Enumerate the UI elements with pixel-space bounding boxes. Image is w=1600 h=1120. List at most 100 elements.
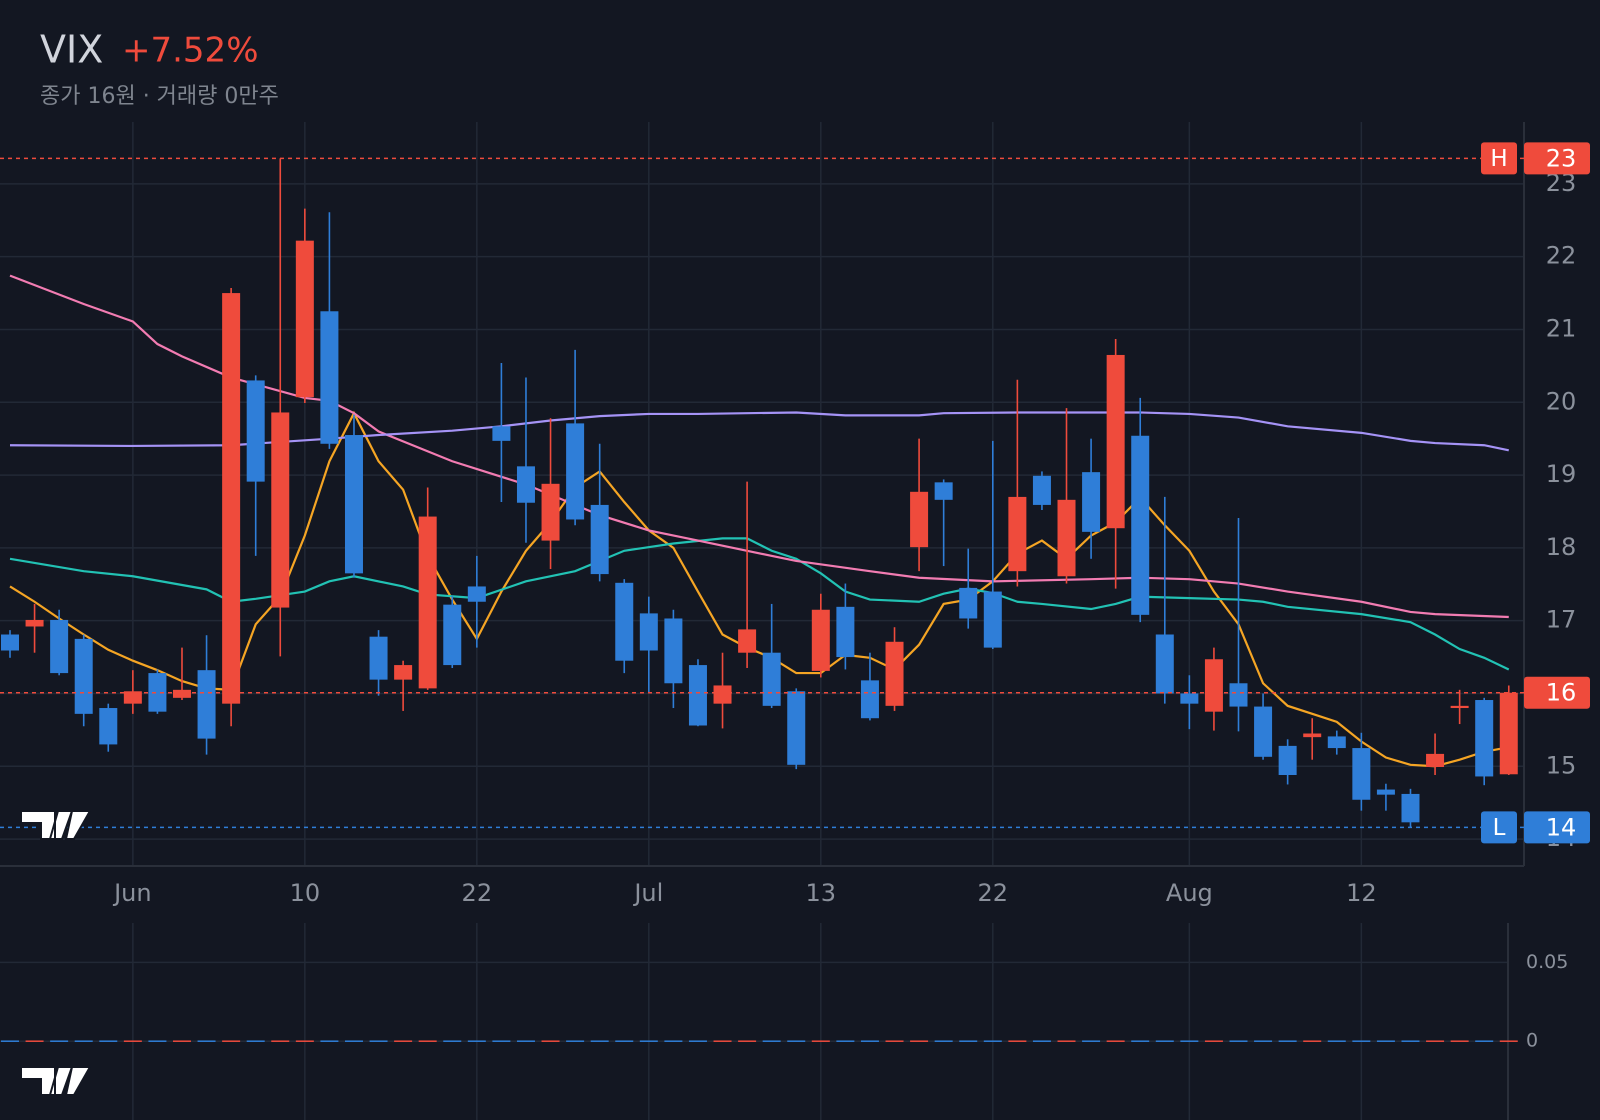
volume-bar	[983, 1040, 1002, 1042]
y-tick-label: 20	[1546, 387, 1577, 415]
candle-body	[688, 665, 707, 726]
candle-body	[99, 708, 118, 745]
candle-body	[271, 412, 290, 608]
candle-body	[222, 293, 241, 704]
candle-body	[394, 665, 413, 680]
x-tick-label: Jul	[632, 879, 663, 907]
volume-bar	[934, 1040, 953, 1042]
volume-bar	[1180, 1040, 1199, 1042]
candle-body	[1327, 736, 1346, 749]
candle-body	[25, 619, 44, 627]
candle-body	[172, 689, 191, 698]
logo-mark	[20, 810, 92, 840]
high_marker-label-box	[1524, 142, 1590, 175]
candle-body	[811, 609, 830, 671]
volume-bar	[1352, 1040, 1371, 1042]
volume-bar	[1032, 1040, 1051, 1042]
candle-body	[369, 636, 388, 680]
volume-bar	[959, 1040, 978, 1042]
volume-bar	[1204, 1040, 1223, 1042]
volume-bar	[222, 1040, 241, 1042]
volume-bar	[369, 1040, 388, 1042]
volume-bar	[541, 1040, 560, 1042]
volume-bar	[811, 1040, 830, 1042]
candle-body	[738, 629, 757, 653]
candle-body	[1278, 745, 1297, 776]
candle-body	[885, 641, 904, 706]
volume-bar	[246, 1040, 265, 1042]
candle-body	[1303, 733, 1322, 738]
candle-body	[713, 685, 732, 704]
y-tick-label: 18	[1546, 533, 1577, 561]
moving-average-line	[9, 537, 1510, 671]
candle-body	[320, 311, 339, 444]
candle-body	[639, 613, 658, 651]
volume-bar	[1106, 1040, 1125, 1042]
last_price-label: 16	[1546, 679, 1577, 707]
high_marker-label: 23	[1546, 144, 1577, 172]
candle-body	[1, 634, 19, 651]
candle-body	[590, 504, 609, 575]
candle-body	[762, 652, 781, 706]
volume-bar	[1401, 1040, 1420, 1042]
x-tick-label: Jun	[112, 879, 152, 907]
volume-bar	[197, 1040, 216, 1042]
candle-body	[664, 618, 683, 684]
candle-body	[1032, 475, 1051, 505]
x-tick-label: 10	[290, 879, 321, 907]
volume-bar	[443, 1040, 462, 1042]
volume-bar	[713, 1040, 732, 1042]
candle-body	[1204, 659, 1223, 712]
volume-bar	[418, 1040, 437, 1042]
high_marker-letter-box	[1481, 142, 1517, 175]
candle-body	[418, 516, 437, 689]
candle-body	[1352, 748, 1371, 800]
volume-bar	[50, 1040, 69, 1042]
candle-body	[1106, 354, 1125, 529]
y-tick-label: 15	[1546, 751, 1577, 779]
volume-bar	[836, 1040, 855, 1042]
candle-body	[123, 691, 142, 704]
candle-body	[443, 604, 462, 666]
low_marker-letter: L	[1493, 815, 1506, 841]
volume-bar	[467, 1040, 486, 1042]
volume-bar	[1082, 1040, 1101, 1042]
volume-bar	[1254, 1040, 1273, 1042]
candle-body	[860, 680, 879, 719]
volume-bar	[148, 1040, 167, 1042]
symbol-title: VIX	[40, 28, 103, 72]
candle-body	[246, 380, 265, 482]
candle-body	[492, 426, 511, 441]
low_marker-letter-box	[1481, 811, 1517, 844]
change-percent: +7.52%	[122, 31, 259, 71]
volume-bar	[1, 1040, 19, 1042]
volume-bar	[1499, 1040, 1518, 1042]
y-tick-label: 22	[1546, 242, 1577, 270]
candle-body	[566, 423, 585, 520]
candle-body	[1475, 700, 1494, 777]
volume-bar	[1155, 1040, 1174, 1042]
candle-body	[1180, 693, 1199, 704]
candle-body	[1401, 793, 1420, 823]
candle-body	[1131, 435, 1150, 615]
volume-bar	[516, 1040, 535, 1042]
y-tick-label: 17	[1546, 606, 1577, 634]
candle-body	[541, 483, 560, 541]
volume-bar	[1327, 1040, 1346, 1042]
volume-bar	[492, 1040, 511, 1042]
candle-body	[983, 591, 1002, 648]
volume-bar	[295, 1040, 314, 1042]
volume-bar	[344, 1040, 363, 1042]
volume-bar	[1229, 1040, 1248, 1042]
volume-bar	[688, 1040, 707, 1042]
volume-pane: 00.05	[0, 923, 1568, 1120]
volume-bar	[860, 1040, 879, 1042]
volume-bar	[320, 1040, 339, 1042]
x-tick-label: 12	[1346, 879, 1377, 907]
candle-body	[787, 691, 806, 765]
subtitle: 종가 16원 · 거래량 0만주	[40, 84, 279, 109]
x-tick-label: 22	[978, 879, 1009, 907]
volume-bar	[394, 1040, 413, 1042]
volume-bar	[1278, 1040, 1297, 1042]
